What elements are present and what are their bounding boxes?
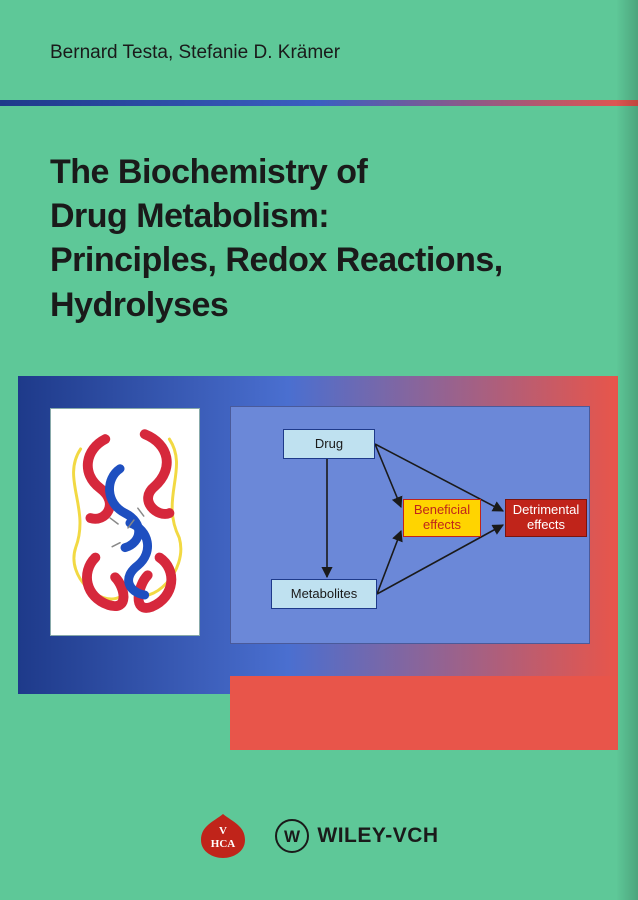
publisher-row: V HCA W WILEY-VCH: [0, 812, 638, 860]
book-cover: Bernard Testa, Stefanie D. Krämer The Bi…: [0, 0, 638, 900]
wiley-vch-logo: W WILEY-VCH: [275, 819, 438, 853]
title-block: The Biochemistry of Drug Metabolism: Pri…: [50, 150, 598, 327]
flow-node-label: Metabolites: [291, 587, 357, 602]
author-names: Bernard Testa, Stefanie D. Krämer: [50, 42, 588, 64]
svg-text:HCA: HCA: [211, 838, 236, 850]
wiley-text: WILEY-VCH: [317, 824, 438, 848]
cover-figure: Drug Metabolites Beneficial effects Detr…: [18, 376, 618, 694]
figure-lower-block: [230, 676, 618, 750]
title-line: Hydrolyses: [50, 286, 228, 324]
gradient-divider: [0, 100, 638, 106]
svg-text:W: W: [284, 827, 301, 846]
title-line: The Biochemistry of: [50, 153, 367, 191]
page-edge-shadow: [616, 0, 638, 900]
protein-structure-image: [50, 408, 200, 636]
wiley-mark-icon: W: [275, 819, 309, 853]
title-line: Principles, Redox Reactions,: [50, 241, 503, 279]
flow-node-metabolites: Metabolites: [271, 579, 377, 609]
flow-node-drug: Drug: [283, 429, 375, 459]
title-line: Drug Metabolism:: [50, 197, 329, 235]
protein-ribbon-icon: [51, 409, 199, 635]
vhca-logo-icon: V HCA: [199, 812, 247, 860]
flow-diagram-panel: Drug Metabolites Beneficial effects Detr…: [230, 406, 590, 644]
flow-node-beneficial: Beneficial effects: [403, 499, 481, 537]
book-title: The Biochemistry of Drug Metabolism: Pri…: [50, 150, 598, 327]
svg-text:V: V: [219, 825, 227, 837]
flow-node-label: Detrimental effects: [513, 503, 579, 533]
flow-node-label: Drug: [315, 437, 343, 452]
flow-node-label: Beneficial effects: [414, 503, 470, 533]
flow-node-detrimental: Detrimental effects: [505, 499, 587, 537]
